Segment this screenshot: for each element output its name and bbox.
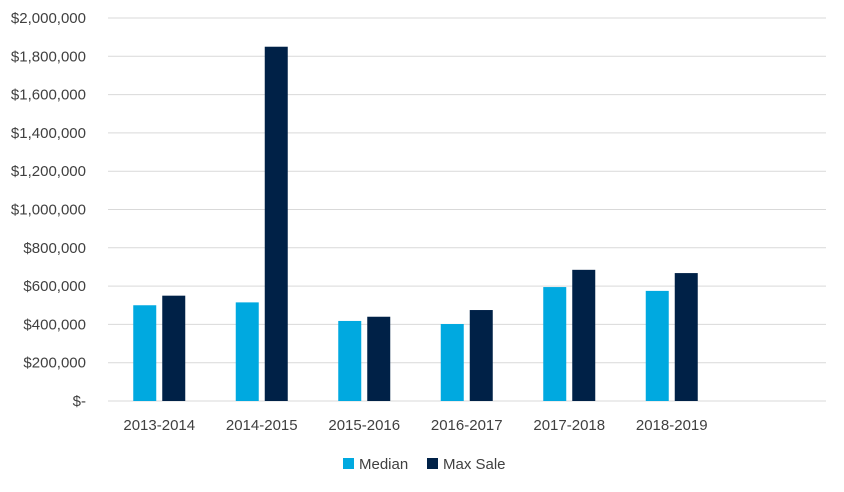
max-sale-bar	[572, 269, 596, 401]
y-tick-label: $1,000,000	[11, 202, 86, 219]
legend-swatch-median	[343, 458, 354, 469]
y-tick-label: $-	[73, 393, 86, 410]
median-bar	[440, 324, 464, 401]
y-tick-label: $2,000,000	[11, 10, 86, 27]
x-axis: 2013-2014 2014-2015 2015-2016 2016-2017 2017…	[123, 417, 707, 434]
y-axis: $- $200,000 $400,000 $600,000 $800,000 $1,000…	[11, 10, 86, 410]
legend-swatch-max-sale	[427, 458, 438, 469]
legend-label-median: Median	[359, 456, 408, 473]
x-tick-label: 2013-2014	[123, 417, 195, 434]
max-sale-bar	[264, 46, 288, 401]
max-sale-bar	[162, 295, 186, 401]
y-tick-label: $800,000	[23, 240, 86, 257]
x-tick-label: 2017-2018	[533, 417, 605, 434]
median-bar	[235, 302, 259, 401]
y-tick-label: $200,000	[23, 355, 86, 372]
x-tick-label: 2015-2016	[328, 417, 400, 434]
max-sale-bar	[469, 310, 493, 401]
y-tick-label: $600,000	[23, 278, 86, 295]
median-bar	[543, 287, 567, 401]
x-tick-label: 2014-2015	[226, 417, 298, 434]
legend: Median Max Sale	[343, 456, 506, 473]
y-tick-label: $1,600,000	[11, 87, 86, 104]
max-sale-bar	[674, 273, 698, 401]
y-tick-label: $1,800,000	[11, 48, 86, 65]
y-tick-label: $400,000	[23, 316, 86, 333]
median-bar	[645, 290, 669, 401]
y-tick-label: $1,200,000	[11, 163, 86, 180]
median-bar	[133, 305, 157, 401]
y-tick-label: $1,400,000	[11, 125, 86, 142]
gridlines	[108, 17, 826, 402]
x-tick-label: 2016-2017	[431, 417, 503, 434]
legend-label-max-sale: Max Sale	[443, 456, 506, 473]
x-tick-label: 2018-2019	[636, 417, 708, 434]
max-sale-bar	[367, 316, 391, 401]
median-bar	[338, 320, 362, 401]
bars	[133, 46, 698, 401]
